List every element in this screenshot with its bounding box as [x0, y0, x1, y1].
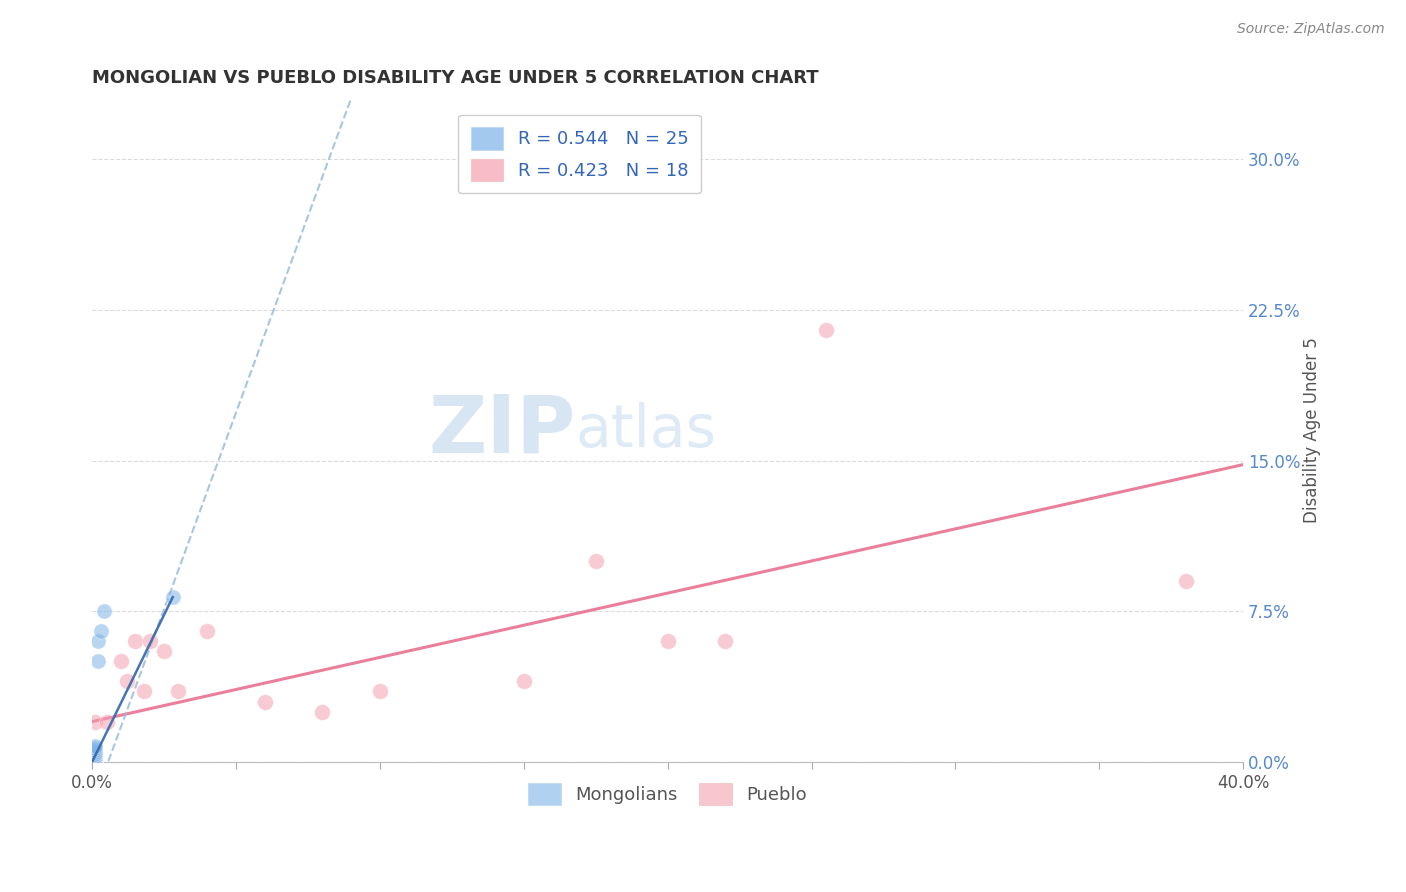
Point: [84, 747, 107, 761]
Point: [84, 745, 107, 759]
Text: Source: ZipAtlas.com: Source: ZipAtlas.com: [1237, 22, 1385, 37]
Point: [132, 684, 155, 698]
Point: [153, 644, 176, 658]
Point: [84, 755, 107, 769]
Text: atlas: atlas: [575, 402, 717, 459]
Point: [195, 624, 218, 639]
Point: [87, 634, 110, 648]
Point: [84, 753, 107, 767]
Text: MONGOLIAN VS PUEBLO DISABILITY AGE UNDER 5 CORRELATION CHART: MONGOLIAN VS PUEBLO DISABILITY AGE UNDER…: [93, 69, 818, 87]
Point: [93, 604, 115, 618]
Point: [585, 554, 607, 568]
Point: [87, 654, 110, 668]
Point: [714, 634, 737, 648]
Y-axis label: Disability Age Under 5: Disability Age Under 5: [1303, 337, 1320, 524]
Point: [84, 753, 107, 767]
Point: [814, 323, 837, 337]
Point: [96, 714, 118, 729]
Point: [311, 705, 333, 719]
Point: [84, 748, 107, 763]
Text: ZIP: ZIP: [429, 392, 575, 469]
Point: [368, 684, 391, 698]
Point: [1174, 574, 1197, 588]
Point: [124, 634, 146, 648]
Point: [110, 654, 132, 668]
Point: [84, 755, 107, 769]
Point: [167, 684, 190, 698]
Point: [90, 624, 112, 639]
Point: [84, 753, 107, 767]
Point: [84, 747, 107, 761]
Point: [253, 694, 276, 708]
Point: [657, 634, 679, 648]
Point: [162, 590, 184, 604]
Point: [84, 742, 107, 756]
Point: [84, 755, 107, 769]
Point: [84, 755, 107, 769]
Point: [84, 753, 107, 767]
Point: [84, 755, 107, 769]
Point: [84, 753, 107, 767]
Point: [84, 751, 107, 765]
Point: [84, 739, 107, 753]
Point: [84, 740, 107, 755]
Legend: Mongolians, Pueblo: Mongolians, Pueblo: [522, 776, 814, 813]
Point: [115, 674, 138, 689]
Point: [84, 714, 107, 729]
Point: [84, 748, 107, 763]
Point: [84, 751, 107, 765]
Point: [138, 634, 160, 648]
Point: [513, 674, 536, 689]
